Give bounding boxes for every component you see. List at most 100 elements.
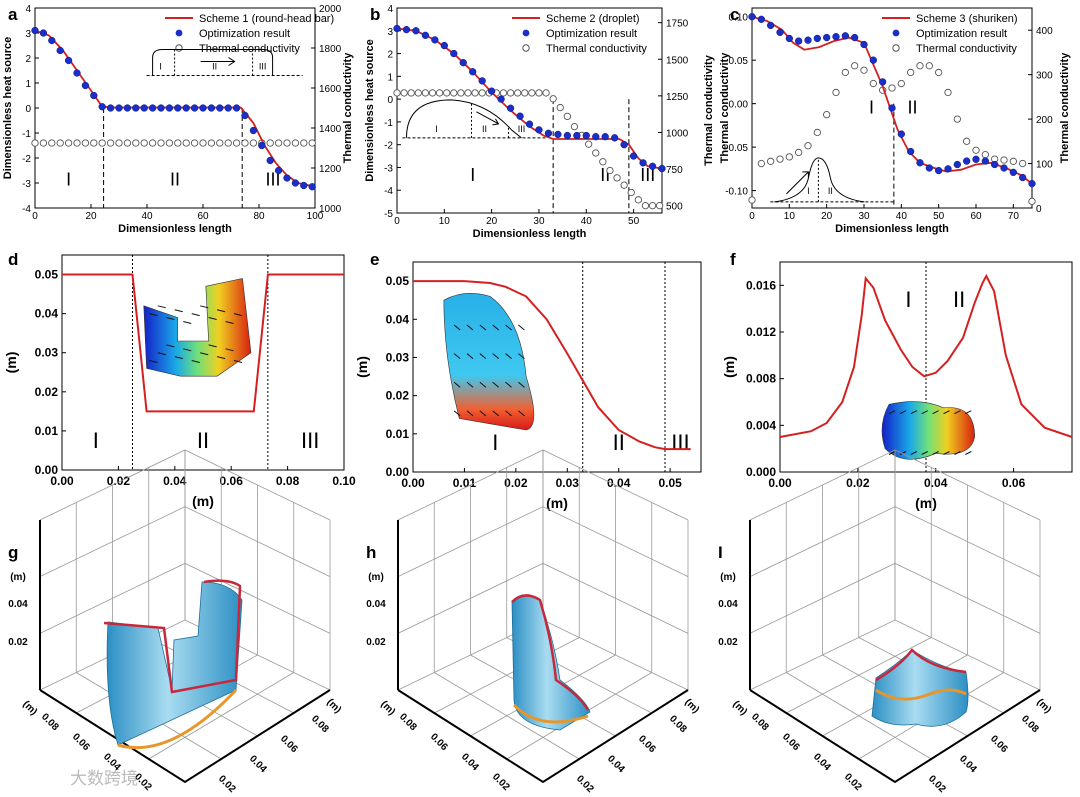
y-tick-label: -2 <box>384 141 393 152</box>
conductivity-point <box>90 139 98 147</box>
optimization-point <box>174 104 182 112</box>
panel-letter: c <box>730 5 739 24</box>
y-axis-label: (m) <box>721 356 737 378</box>
region-label: I <box>492 430 498 455</box>
box-front-edge <box>39 689 331 784</box>
conductivity-point <box>224 139 232 147</box>
optimization-point <box>832 33 840 41</box>
flux-arrow <box>888 451 896 455</box>
optimization-point <box>907 147 915 156</box>
y-tick-label: 1 <box>25 79 31 90</box>
x-tick-label: 30 <box>533 216 545 227</box>
flux-arrow <box>191 313 200 317</box>
flux-arrow <box>479 324 487 331</box>
panel-letter: f <box>730 250 736 269</box>
x-tick-label: 50 <box>933 211 945 222</box>
wall-gridline <box>749 506 1041 578</box>
y-tick-label: -3 <box>22 179 31 190</box>
optimization-point <box>291 179 300 187</box>
optimization-point <box>469 68 477 76</box>
flux-arrow <box>157 305 167 309</box>
x-tick-label: 100 <box>307 211 324 222</box>
y-tick-label: 0.02 <box>216 773 238 795</box>
y2-axis-label: Thermal conductivity <box>1059 52 1071 164</box>
flux-arrow <box>921 410 928 415</box>
x-tick-label: 0.06 <box>780 731 802 753</box>
y-axis-unit: (m) <box>682 697 701 716</box>
optimization-point <box>1000 164 1008 172</box>
x-tick-label: 20 <box>85 211 97 222</box>
flux-arrow <box>505 353 512 360</box>
optimization-point <box>776 28 784 36</box>
conductivity-point <box>478 89 486 97</box>
optimization-point <box>953 160 961 169</box>
region-label: I <box>93 428 99 453</box>
conductivity-point <box>897 79 905 88</box>
optimization-point <box>216 104 224 112</box>
inset-arrow-icon <box>476 111 500 126</box>
legend-dot-icon <box>522 29 530 37</box>
conductivity-point <box>421 89 430 97</box>
optimization-point <box>497 95 505 103</box>
conductivity-point <box>832 88 840 97</box>
y-tick-label: 0.05 <box>386 274 410 288</box>
flux-arrow <box>216 309 226 313</box>
conductivity-point <box>521 89 529 97</box>
optimization-point <box>573 131 581 140</box>
y-tick-label: 0.00 <box>35 463 59 477</box>
x-tick-label: 0.10 <box>332 474 356 488</box>
conductivity-point <box>1000 156 1008 164</box>
optimization-point <box>935 166 943 175</box>
conductivity-point <box>283 139 291 147</box>
y-tick-label: 0.06 <box>636 733 658 755</box>
x-tick-label: 0 <box>749 211 755 222</box>
chart-panel-c: c 0 10 20 30 40 50 60 70 -0.10 -0.05 0.00 0.05 0.10 Di… <box>719 5 1071 235</box>
conductivity-point <box>393 89 401 97</box>
flux-arrow <box>492 353 500 360</box>
optimization-point <box>851 33 859 42</box>
optimization-point <box>869 56 877 64</box>
conductivity-point <box>428 89 437 97</box>
inset-region-label: III <box>518 124 526 134</box>
y-tick-label: 0.02 <box>386 389 410 403</box>
optimization-point <box>199 104 207 112</box>
y-tick-label: -1 <box>22 129 31 140</box>
optimization-point <box>249 126 258 135</box>
y2-tick-label: 1000 <box>666 128 689 139</box>
y-tick-label: 0.000 <box>746 465 776 479</box>
conductivity-point <box>457 89 465 97</box>
x-tick-label: 0.04 <box>459 751 481 773</box>
x-axis-label: Dimensionless length <box>118 223 232 235</box>
optimization-point <box>554 130 562 139</box>
conductivity-point <box>585 140 593 148</box>
device-inset-image <box>443 293 535 431</box>
inset-diagram: I II III <box>146 49 303 76</box>
x-tick-label: 30 <box>858 211 870 222</box>
y-tick-label: -0.10 <box>725 187 748 198</box>
x-tick-label: 10 <box>784 211 796 222</box>
legend-entry: Scheme 3 (shuriken) <box>916 13 1018 25</box>
plot-frame <box>61 254 345 471</box>
optimization-point <box>421 31 430 39</box>
flux-arrow <box>453 353 461 360</box>
y-tick-label: 4 <box>387 4 393 15</box>
y-tick-label: -3 <box>384 163 393 174</box>
optimization-point <box>972 155 980 163</box>
conductivity-point <box>563 112 572 121</box>
conductivity-point <box>73 139 81 147</box>
optimization-point <box>897 130 905 138</box>
y-tick-label: 0.06 <box>988 733 1010 755</box>
z-tick-label: 0.02 <box>8 637 28 648</box>
optimization-point <box>991 160 999 169</box>
y-tick-label: -4 <box>22 204 31 215</box>
optimization-point <box>757 15 765 23</box>
inset-region-label: III <box>259 62 267 72</box>
conductivity-point <box>400 89 408 97</box>
flux-arrow <box>492 381 500 388</box>
flux-arrow <box>225 348 234 352</box>
flux-arrow <box>888 410 896 415</box>
panel-letter: h <box>366 543 376 562</box>
z-tick-label: 0.04 <box>366 599 386 610</box>
optimization-point <box>132 104 140 112</box>
